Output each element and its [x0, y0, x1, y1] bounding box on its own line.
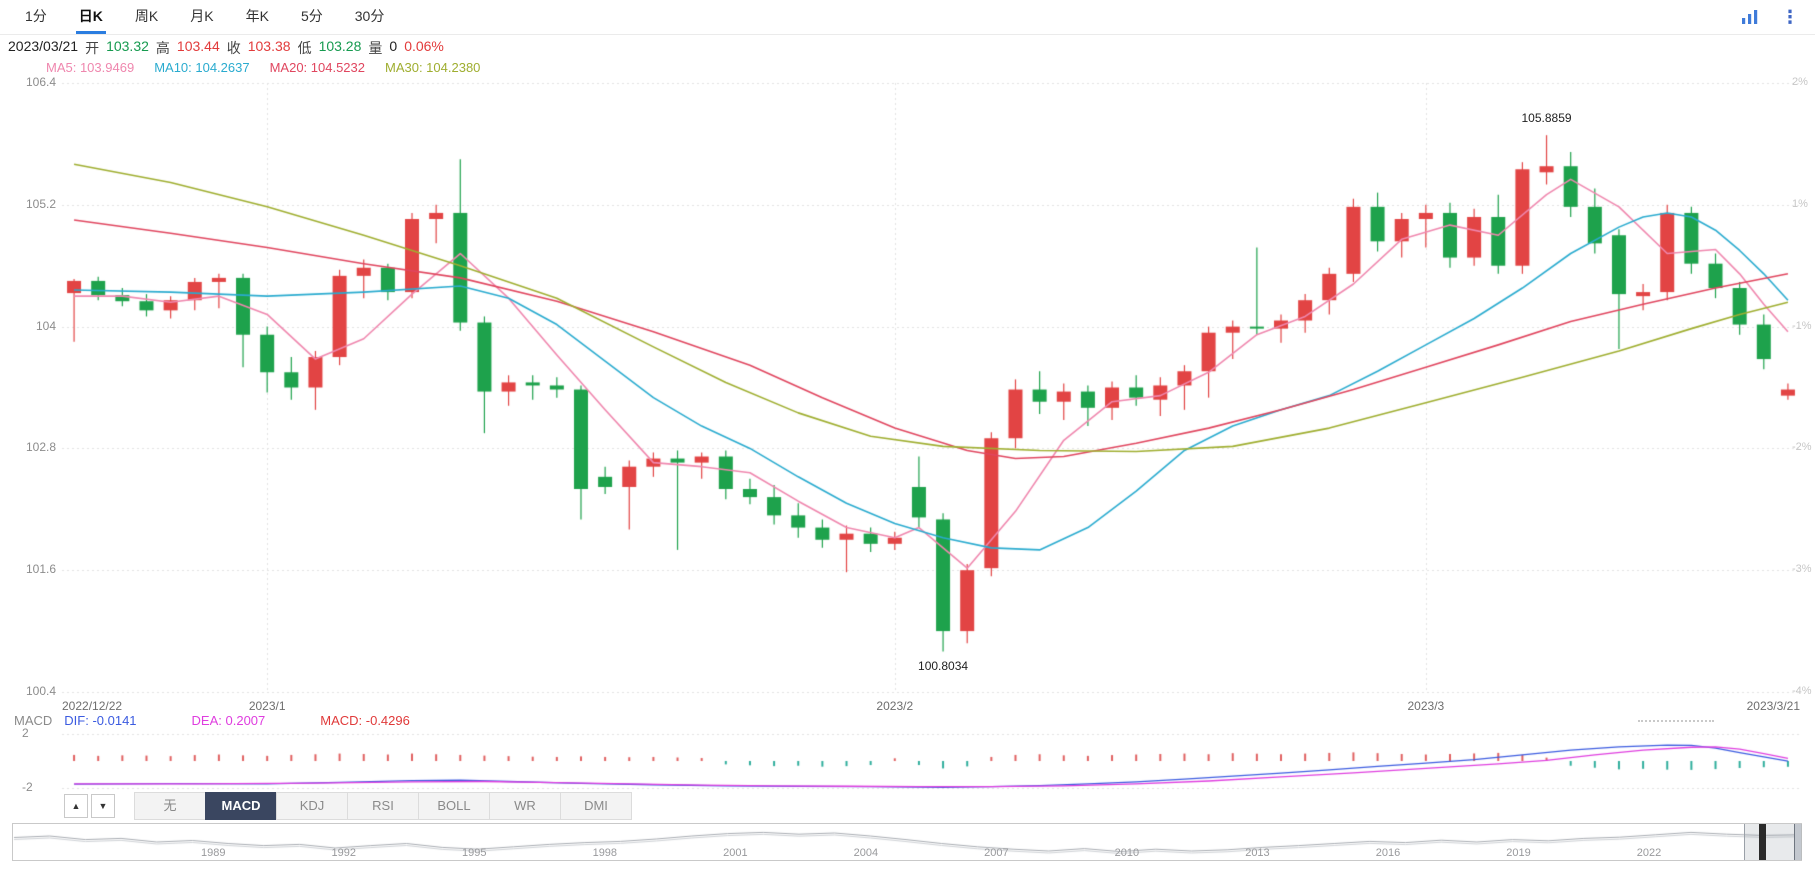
more-options-icon[interactable]: ⋮	[1781, 7, 1799, 27]
navigator-year-label: 2004	[853, 847, 879, 859]
close-value: 103.38	[247, 38, 291, 54]
macd-dea-value: DEA: 0.2007	[191, 713, 266, 728]
navigator-drag-handle[interactable]	[1758, 824, 1766, 860]
indicator-scroll-up-button[interactable]: ▲	[64, 794, 88, 818]
toolbar-icons: ⋮	[1741, 0, 1799, 34]
indicator-tab-MACD[interactable]: MACD	[205, 792, 277, 820]
navigator-right-grip[interactable]	[1794, 824, 1801, 860]
navigator-year-label: 1998	[592, 847, 618, 859]
quote-info-bar: 2023/03/21 开 103.32 高 103.44 收 103.38 低 …	[8, 38, 444, 58]
high-label: 高	[155, 40, 170, 56]
indicator-tab-无[interactable]: 无	[134, 792, 206, 820]
low-value: 103.28	[318, 38, 362, 54]
indicator-scroll-down-button[interactable]: ▼	[91, 794, 115, 818]
low-label: 低	[297, 40, 312, 56]
navigator-year-label: 2007	[984, 847, 1009, 859]
period-tab-30分[interactable]: 30分	[354, 7, 385, 24]
change-percent: 0.06%	[404, 38, 444, 54]
period-tab-5分[interactable]: 5分	[300, 7, 323, 24]
quote-date: 2023/03/21	[8, 38, 79, 54]
ma10-legend: MA10: 104.2637	[154, 60, 250, 75]
indicator-tabs: 无 MACD KDJ RSI BOLL WR DMI	[134, 792, 632, 820]
ma5-legend: MA5: 103.9469	[46, 60, 135, 75]
ma30-legend: MA30: 104.2380	[385, 60, 481, 75]
ma20-legend: MA20: 104.5232	[269, 60, 365, 75]
period-tab-月K[interactable]: 月K	[190, 7, 214, 24]
period-tab-年K[interactable]: 年K	[245, 7, 269, 24]
period-tab-日K[interactable]: 日K	[75, 0, 106, 34]
indicator-bar: ▲ ▼ 无 MACD KDJ RSI BOLL WR DMI	[0, 792, 1815, 820]
period-tab-周K[interactable]: 周K	[134, 7, 159, 24]
navigator-year-label: 2022	[1636, 847, 1662, 859]
indicator-tab-RSI[interactable]: RSI	[347, 792, 419, 820]
navigator-year-label: 1992	[331, 847, 357, 859]
high-value: 103.44	[176, 38, 220, 54]
navigator-year-label: 2016	[1375, 847, 1401, 859]
navigator-year-label: 2019	[1506, 847, 1531, 859]
indicator-tab-BOLL[interactable]: BOLL	[418, 792, 490, 820]
navigator-timeline[interactable]: 1989 1992 1995 1998 2001 2004 2007 2010 2013 2016…	[12, 823, 1802, 861]
macd-macd-value: MACD: -0.4296	[320, 713, 410, 728]
macd-header-dotted-divider	[1638, 719, 1714, 722]
macd-dif-value: DIF: -0.0141	[64, 713, 137, 728]
volume-label: 量	[368, 40, 383, 56]
volume-value: 0	[389, 38, 398, 54]
close-label: 收	[226, 40, 241, 56]
toolbar: 1分 日K 周K 月K 年K 5分 30分 ⋮	[0, 0, 1815, 35]
macd-header: MACD DIF: -0.0141 DEA: 0.2007 MACD: -0.4…	[14, 713, 1804, 728]
navigator-year-label: 2010	[1114, 847, 1140, 859]
open-value: 103.32	[106, 38, 149, 54]
navigator-selection-window[interactable]	[1743, 824, 1802, 860]
navigator-year-label: 1995	[462, 847, 487, 859]
period-tab-1分[interactable]: 1分	[25, 7, 47, 24]
period-tabs: 1分 日K 周K 月K 年K 5分 30分	[0, 0, 1815, 34]
chart-panels-icon[interactable]	[1741, 9, 1759, 25]
indicator-tab-DMI[interactable]: DMI	[560, 792, 632, 820]
indicator-tab-WR[interactable]: WR	[489, 792, 561, 820]
open-label: 开	[85, 40, 100, 56]
navigator-year-label: 2013	[1245, 847, 1270, 859]
indicator-tab-KDJ[interactable]: KDJ	[276, 792, 348, 820]
navigator-year-label: 2001	[723, 847, 748, 859]
ma-legend: MA5: 103.9469 MA10: 104.2637 MA20: 104.5…	[46, 60, 480, 75]
navigator-year-label: 1989	[201, 847, 226, 859]
macd-panel-title: MACD	[14, 713, 53, 728]
